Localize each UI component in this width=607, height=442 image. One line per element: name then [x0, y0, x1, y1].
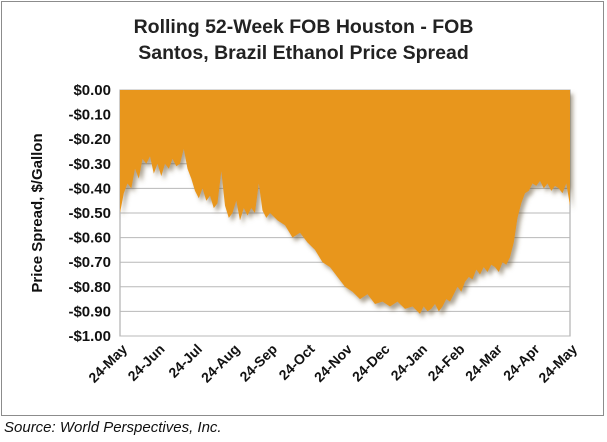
x-tick-label: 24-Jan	[387, 341, 430, 384]
x-tick-label: 24-May	[535, 341, 580, 386]
x-tick-label: 24-Jun	[124, 341, 167, 384]
y-tick-label: -$0.10	[68, 107, 111, 124]
x-tick-label: 24-Feb	[424, 341, 467, 384]
y-tick-label: $0.00	[73, 82, 111, 99]
y-tick-label: -$0.40	[68, 180, 111, 197]
x-tick-label: 24-Nov	[311, 341, 355, 385]
y-tick-label: -$0.50	[68, 205, 111, 222]
x-axis-ticks: 24-May24-Jun24-Jul24-Aug24-Sep24-Oct24-N…	[85, 340, 580, 385]
y-tick-label: -$0.30	[68, 156, 111, 173]
x-tick-label: 24-Dec	[349, 341, 393, 385]
y-tick-label: -$0.20	[68, 131, 111, 148]
y-axis-label: Price Spread, $/Gallon	[29, 133, 46, 292]
x-tick-label: 24-Sep	[236, 341, 280, 385]
x-tick-label: 24-May	[85, 341, 130, 386]
area-series	[120, 90, 570, 314]
chart-title: Rolling 52-Week FOB Houston - FOB Santos…	[0, 14, 607, 66]
y-tick-label: -$0.60	[68, 230, 111, 247]
y-tick-label: -$1.00	[68, 328, 111, 345]
y-axis-ticks: $0.00 -$0.10 -$0.20 -$0.30 -$0.40 -$0.50 -$0.6…	[68, 82, 111, 345]
chart-title-line-1: Rolling 52-Week FOB Houston - FOB	[133, 16, 474, 38]
x-tick-label: 24-Aug	[198, 341, 243, 386]
x-tick-label: 24-Oct	[275, 341, 317, 383]
y-tick-label: -$0.70	[68, 254, 111, 271]
chart-title-line-2: Santos, Brazil Ethanol Price Spread	[138, 42, 469, 64]
y-tick-label: -$0.80	[68, 279, 111, 296]
series-area	[120, 90, 570, 314]
y-tick-label: -$0.90	[68, 303, 111, 320]
x-tick-label: 24-Mar	[462, 340, 506, 384]
source-note: Source: World Perspectives, Inc.	[4, 419, 222, 436]
